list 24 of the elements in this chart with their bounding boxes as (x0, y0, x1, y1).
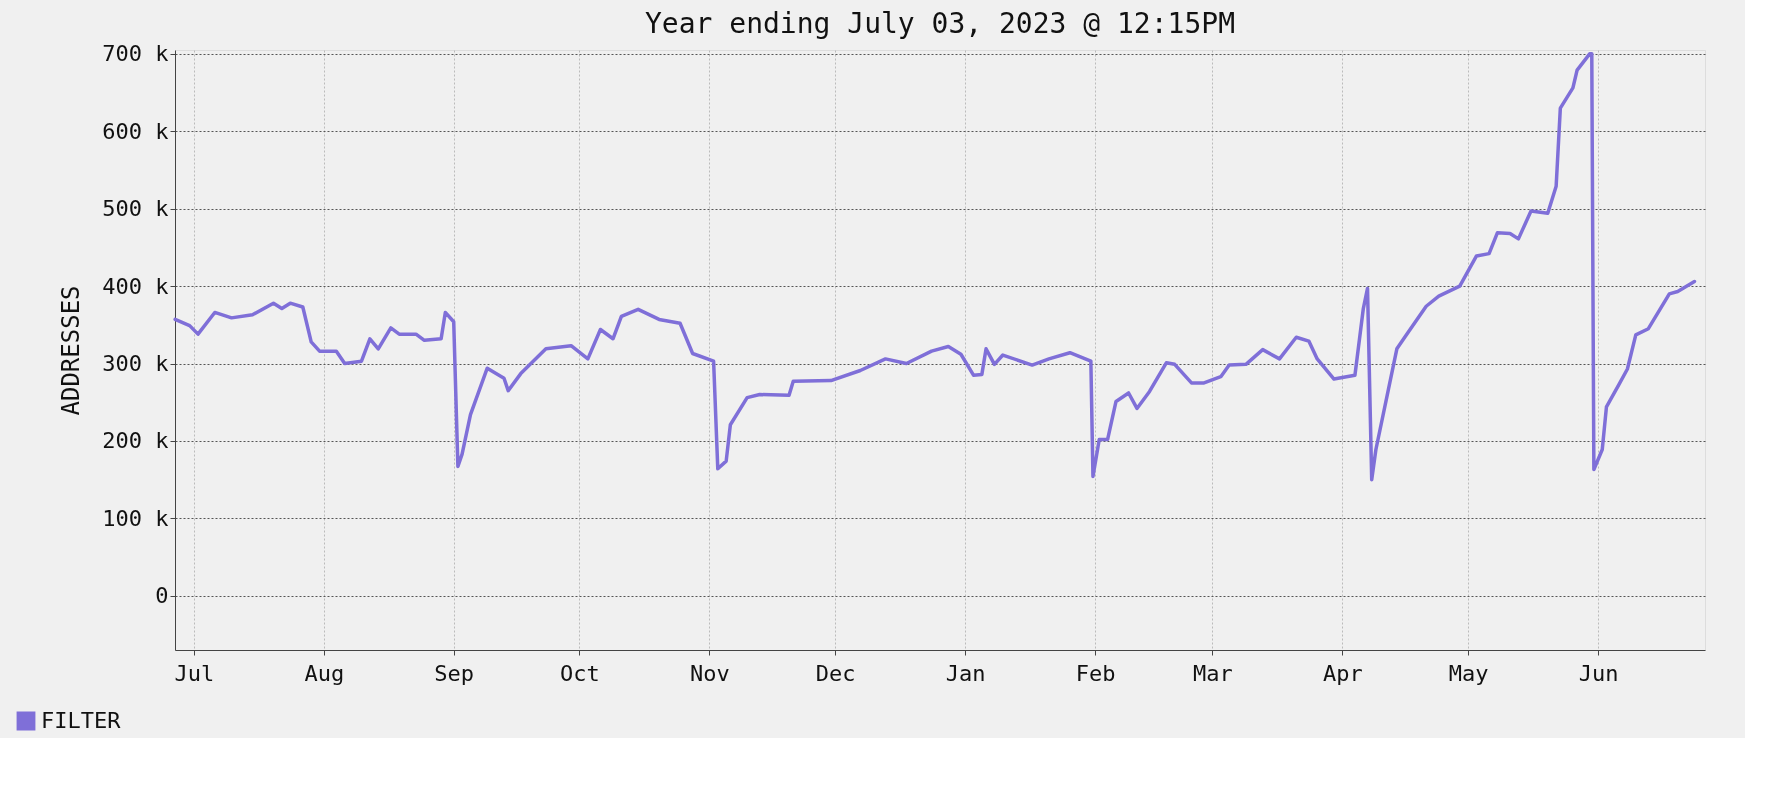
line-series (173, 52, 1697, 482)
y-axis-title: ADDRESSES (57, 285, 86, 416)
x-tick-label: Jun (1578, 660, 1619, 686)
chart-title: Year ending July 03, 2023 @ 12:15PM (644, 6, 1236, 40)
x-tick-label: Jul (174, 660, 215, 686)
y-tick-label: 700 k (102, 41, 169, 67)
y-tick-label: 0 (155, 583, 169, 609)
y-tick-label: 400 k (102, 273, 169, 299)
x-tick-label: Mar (1193, 660, 1233, 686)
x-tick-label: Feb (1075, 660, 1116, 686)
x-tick-label: Sep (434, 660, 475, 686)
y-tick-label: 200 k (102, 428, 169, 454)
x-tick-label: Aug (304, 660, 345, 686)
y-tick-label: 300 k (102, 351, 169, 377)
x-tick-label: Dec (815, 660, 856, 686)
y-tick-label: 600 k (102, 118, 169, 144)
x-tick-label: Nov (690, 660, 730, 686)
x-tick-label: May (1448, 660, 1489, 686)
x-tick-label: Apr (1322, 660, 1363, 686)
y-tick-label: 100 k (102, 505, 169, 531)
legend-label: FILTER (41, 708, 122, 733)
x-tick-label: Oct (560, 660, 600, 686)
y-tick-label: 500 k (102, 196, 169, 222)
x-tick-label: Jan (945, 660, 986, 686)
